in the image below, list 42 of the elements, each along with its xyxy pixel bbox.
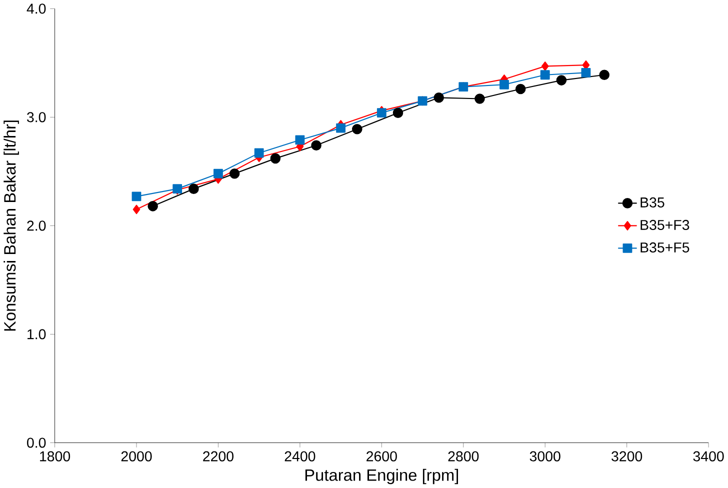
legend-label: B35+F3 — [640, 220, 690, 230]
point — [254, 148, 264, 158]
point — [599, 70, 610, 80]
y-tick-label: 0.0 — [27, 438, 46, 448]
point — [132, 192, 142, 202]
x-tick-label: 1800 — [40, 451, 70, 462]
point — [500, 80, 509, 90]
point — [311, 140, 322, 151]
point — [336, 123, 346, 133]
point — [434, 92, 444, 103]
y-tick-label: 3.0 — [27, 112, 46, 122]
point — [376, 108, 386, 118]
x-tick-label: 2600 — [366, 451, 397, 462]
x-tick-label: 2000 — [121, 451, 152, 462]
y-tick-label: 4.0 — [26, 4, 46, 14]
point — [148, 201, 158, 212]
x-tick-label: 3200 — [612, 451, 642, 462]
legend-label: B35 — [640, 197, 664, 208]
point — [132, 204, 140, 214]
point — [556, 75, 567, 86]
point — [214, 169, 223, 178]
x-tick-label: 3000 — [530, 451, 560, 462]
point — [270, 153, 281, 164]
point — [540, 70, 550, 80]
point — [295, 135, 305, 145]
legend-label: B35+F5 — [640, 242, 690, 253]
x-tick-label: 2400 — [284, 451, 316, 462]
point — [474, 94, 485, 104]
point — [541, 62, 549, 71]
point — [229, 168, 240, 179]
point — [515, 84, 526, 94]
point — [581, 68, 591, 78]
point — [188, 184, 199, 194]
y-tick-label: 1.0 — [28, 329, 46, 340]
y-axis-title: Konsumsi Bahan Bakar [lt/hr] — [4, 120, 19, 331]
x-tick-label: 3400 — [693, 451, 724, 462]
y-tick-label: 2.0 — [27, 220, 46, 231]
x-tick-label: 2800 — [448, 451, 479, 462]
x-axis-title: Putaran Engine [rpm] — [305, 468, 458, 484]
point — [352, 124, 362, 134]
x-tick-label: 2200 — [203, 451, 234, 462]
point — [392, 108, 404, 118]
